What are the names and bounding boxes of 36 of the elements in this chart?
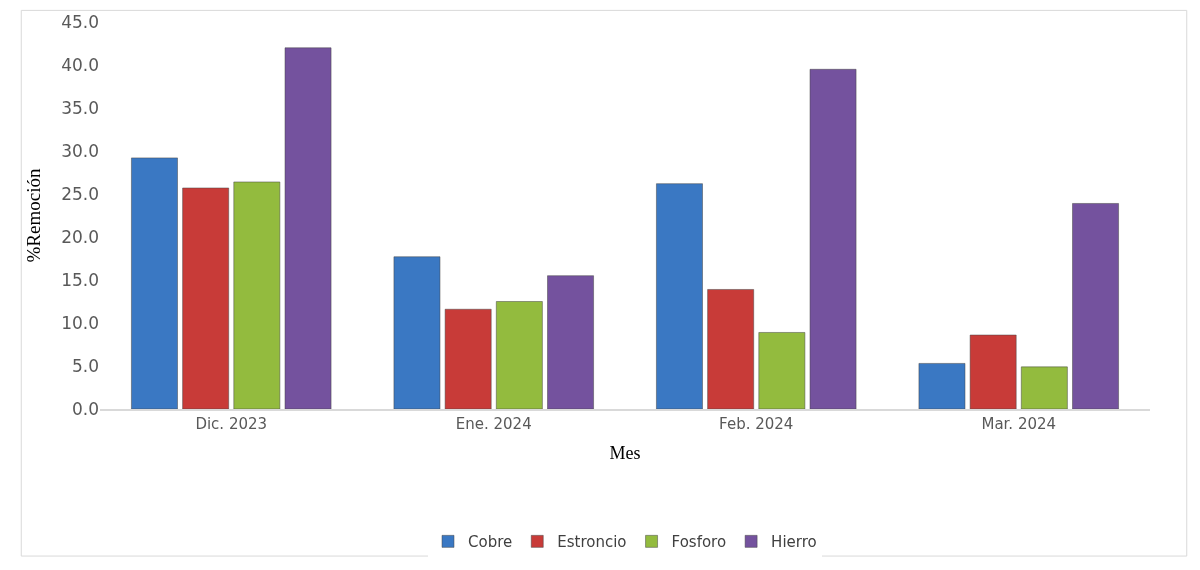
legend-label: Cobre xyxy=(468,533,513,552)
legend-label: Estroncio xyxy=(557,533,627,552)
bar xyxy=(1072,203,1119,409)
bar xyxy=(918,363,966,409)
y-tick-label: 25.0 xyxy=(61,183,99,204)
y-tick-label: 15.0 xyxy=(61,269,99,290)
x-tick-label: Dic. 2023 xyxy=(195,414,268,433)
bar xyxy=(758,332,806,409)
y-axis-title: %Remoción xyxy=(22,168,44,263)
bar xyxy=(707,289,754,409)
y-tick-label: 0.0 xyxy=(71,398,99,419)
y-tick-label: 30.0 xyxy=(61,140,99,161)
bar xyxy=(656,183,703,409)
bar xyxy=(969,334,1017,409)
bar xyxy=(284,47,332,409)
y-tick-label: 10.0 xyxy=(61,312,99,333)
bar xyxy=(1021,366,1068,409)
y-tick-label: 45.0 xyxy=(61,11,99,32)
x-axis-title: Mes xyxy=(609,443,641,464)
y-tick-label: 35.0 xyxy=(61,97,99,118)
x-tick-label: Feb. 2024 xyxy=(719,414,794,433)
x-tick-label: Ene. 2024 xyxy=(455,414,532,433)
bar xyxy=(496,301,543,409)
bar xyxy=(444,308,492,409)
legend-label: Hierro xyxy=(771,533,817,552)
bar xyxy=(131,157,178,409)
bar xyxy=(233,181,281,409)
y-tick-label: 40.0 xyxy=(61,54,99,75)
bar xyxy=(547,275,594,409)
y-tick-label: 20.0 xyxy=(61,226,99,247)
bar xyxy=(809,69,857,409)
legend-label: Fosforo xyxy=(671,533,727,552)
y-tick-label: 5.0 xyxy=(71,355,99,376)
bar xyxy=(182,187,229,409)
x-tick-label: Mar. 2024 xyxy=(981,414,1057,433)
bar xyxy=(393,256,441,409)
